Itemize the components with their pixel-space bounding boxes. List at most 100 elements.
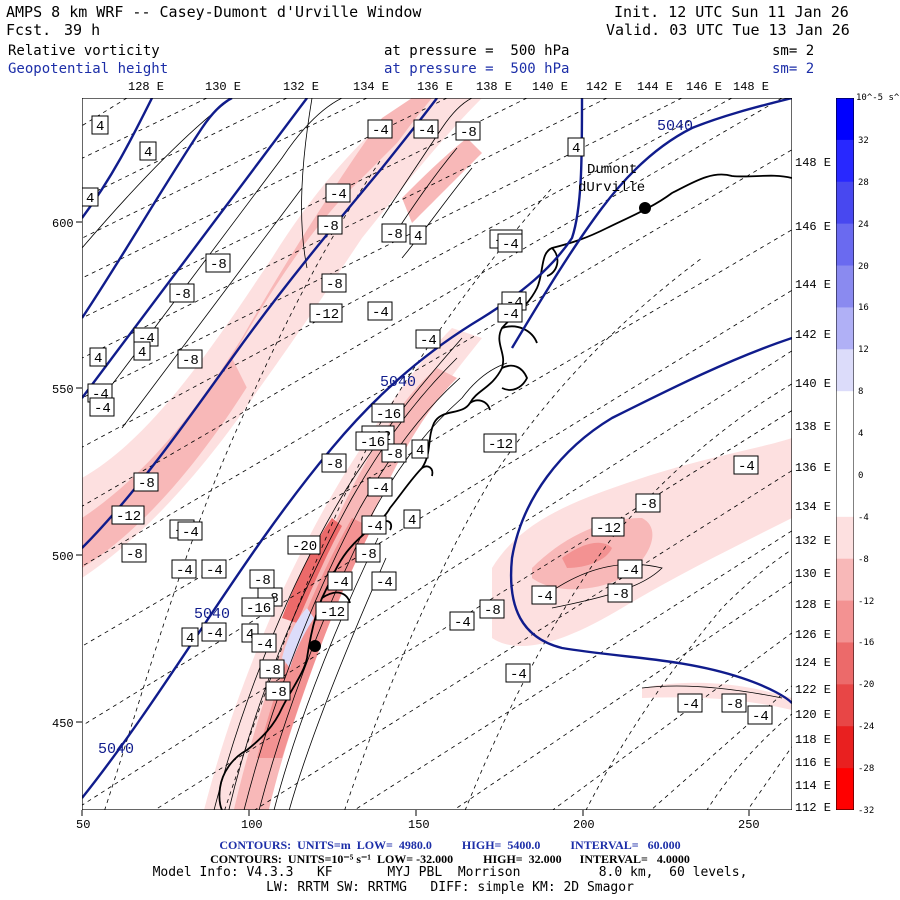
colorbar-tick-label: 20: [858, 261, 869, 272]
vorticity-label: -8: [321, 453, 347, 473]
footer-model-info: Model Info: V4.3.3 KF MYJ PBL Morrison 8…: [152, 865, 748, 880]
svg-text:-12: -12: [596, 521, 621, 537]
x-tick-label: 50: [76, 818, 90, 832]
lon-top-label: 130 E: [205, 80, 241, 94]
svg-text:-4: -4: [256, 637, 273, 653]
svg-text:-16: -16: [246, 601, 271, 617]
vorticity-label: -4: [367, 119, 393, 139]
vorticity-contours: [82, 98, 783, 810]
lat-right-label: 138 E: [795, 420, 831, 434]
casey-station-dot: [309, 640, 321, 652]
colorbar-tick-label: -24: [858, 722, 875, 733]
colorbar-swatch: [836, 726, 854, 769]
svg-text:4: 4: [94, 351, 102, 367]
svg-text:-12: -12: [320, 605, 345, 621]
x-tick-label: 100: [241, 818, 263, 832]
vorticity-label: 4: [409, 225, 427, 245]
svg-text:-8: -8: [264, 663, 281, 679]
svg-text:4: 4: [186, 631, 194, 647]
lat-right-label: 128 E: [795, 598, 831, 612]
svg-text:-4: -4: [454, 615, 471, 631]
station-label-line2: dUrville: [578, 180, 645, 196]
svg-text:-8: -8: [210, 257, 227, 273]
vorticity-label: -4: [367, 301, 393, 321]
x-tick-label: 250: [738, 818, 760, 832]
svg-text:-4: -4: [182, 525, 199, 541]
lon-top-label: 140 E: [532, 80, 568, 94]
vorticity-label: -8: [635, 493, 661, 513]
vorticity-label: -4: [747, 705, 773, 725]
svg-text:-8: -8: [126, 547, 143, 563]
lon-top-label: 128 E: [128, 80, 164, 94]
vorticity-label: 4: [82, 187, 99, 207]
colorbar-tick-label: -4: [858, 512, 869, 523]
vorticity-label: 4: [133, 341, 151, 361]
colorbar-swatch: [836, 265, 854, 308]
colorbar-swatch: [836, 433, 854, 476]
vorticity-label: -8: [265, 681, 291, 701]
colorbar-swatch: [836, 307, 854, 350]
colorbar-tick-label: -28: [858, 764, 875, 775]
y-tick-label: 500: [52, 550, 74, 564]
colorbar-swatch: [836, 139, 854, 183]
svg-text:-12: -12: [116, 509, 141, 525]
colorbar-swatch: [836, 98, 854, 141]
lat-right-label: 114 E: [795, 779, 831, 793]
valid-time: Valid. 03 UTC Tue 13 Jan 26: [606, 21, 850, 39]
vorticity-label: 4: [139, 141, 157, 161]
forecast-hour: 39 h: [64, 21, 101, 39]
svg-text:-12: -12: [488, 437, 513, 453]
colorbar-swatch: [836, 349, 854, 392]
map-title: AMPS 8 km WRF -- Casey-Dumont d'Urville …: [6, 3, 422, 21]
lat-right-label: 120 E: [795, 708, 831, 722]
lon-top-label: 138 E: [476, 80, 512, 94]
vorticity-label: -8: [133, 472, 159, 492]
colorbar-swatch: [836, 516, 854, 560]
svg-text:-16: -16: [376, 407, 401, 423]
svg-text:-4: -4: [738, 459, 755, 475]
colorbar-tick-label: 12: [858, 345, 869, 356]
svg-text:-8: -8: [322, 219, 339, 235]
vorticity-label: 4: [89, 347, 107, 367]
svg-text:-4: -4: [752, 709, 769, 725]
svg-text:-4: -4: [502, 307, 519, 323]
vorticity-label: -8: [455, 121, 481, 141]
colorbar-swatch: [836, 474, 854, 518]
svg-text:-4: -4: [372, 123, 389, 139]
svg-text:-8: -8: [254, 573, 271, 589]
field2-pressure: at pressure = 500 hPa: [384, 61, 570, 77]
vorticity-label: -4: [201, 622, 227, 642]
vorticity-label: -12: [309, 303, 343, 323]
svg-text:-4: -4: [536, 589, 553, 605]
field1-name: Relative vorticity: [8, 43, 160, 59]
vorticity-label: 4: [181, 627, 199, 647]
svg-text:4: 4: [416, 443, 424, 459]
svg-text:4: 4: [572, 141, 580, 157]
colorbar-tick-label: 16: [858, 303, 869, 314]
vorticity-label: -8: [177, 349, 203, 369]
vorticity-label: -12: [483, 433, 517, 453]
svg-text:4: 4: [246, 627, 254, 643]
colorbar-tick-label: 28: [858, 177, 869, 188]
vorticity-label: -4: [505, 663, 531, 683]
colorbar-swatch: [836, 558, 854, 602]
vorticity-label: 4: [411, 439, 429, 459]
vorticity-label: -4: [371, 571, 397, 591]
field1-pressure: at pressure = 500 hPa: [384, 43, 570, 59]
vorticity-label: -8: [121, 543, 147, 563]
svg-text:-8: -8: [182, 353, 199, 369]
vorticity-label: -12: [111, 505, 145, 525]
svg-text:4: 4: [408, 513, 416, 529]
vorticity-label: -4: [531, 585, 557, 605]
lat-right-label: 130 E: [795, 567, 831, 581]
colorbar-tick-label: 32: [858, 135, 869, 146]
svg-text:-8: -8: [174, 287, 191, 303]
lat-right-label: 126 E: [795, 628, 831, 642]
vorticity-label: -8: [259, 659, 285, 679]
colorbar-swatch: [836, 181, 854, 225]
lon-top-label: 136 E: [417, 80, 453, 94]
svg-text:-4: -4: [372, 481, 389, 497]
vorticity-label: -4: [677, 693, 703, 713]
svg-text:4: 4: [96, 119, 104, 135]
vorticity-label: -4: [325, 183, 351, 203]
